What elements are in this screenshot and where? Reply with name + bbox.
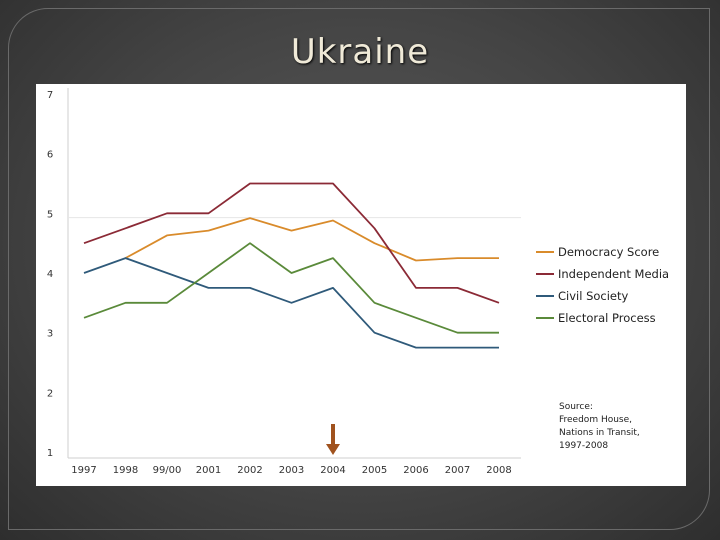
x-tick-label: 1997 xyxy=(71,465,96,476)
y-tick-label: 6 xyxy=(47,150,53,161)
y-tick-label: 2 xyxy=(47,388,53,399)
series-line-electoral-process xyxy=(83,242,499,334)
x-tick-label: 2008 xyxy=(486,465,511,476)
y-tick-label: 7 xyxy=(47,90,53,101)
series-line-democracy-score xyxy=(125,217,499,262)
event-arrow-shaft xyxy=(331,424,335,446)
x-tick-label: 2004 xyxy=(320,465,345,476)
legend-label: Independent Media xyxy=(558,267,669,281)
x-tick-label: 1998 xyxy=(113,465,138,476)
slide-title: Ukraine xyxy=(290,32,430,72)
source-line: 1997-2008 xyxy=(559,441,608,451)
source-line: Freedom House, xyxy=(559,415,632,425)
source-line: Nations in Transit, xyxy=(559,428,640,438)
chart-panel: 1 2 3 4 5 6 7 1997 1998 99/00 2001 2002 2003 2004 2005… xyxy=(36,84,686,486)
legend-label: Civil Society xyxy=(558,289,629,303)
source-line: Source: xyxy=(559,402,593,412)
y-tick-label: 4 xyxy=(47,269,53,280)
series-line-independent-media xyxy=(83,182,500,304)
chart-legend: Democracy Score Independent Media Civil So… xyxy=(536,245,669,325)
x-tick-label: 99/00 xyxy=(153,465,182,476)
x-tick-label: 2003 xyxy=(279,465,304,476)
y-tick-label: 1 xyxy=(47,448,53,459)
legend-label: Democracy Score xyxy=(558,245,659,259)
chart-series-lines xyxy=(83,182,500,349)
x-tick-label: 2006 xyxy=(403,465,428,476)
y-tick-label: 3 xyxy=(47,329,53,340)
event-arrow xyxy=(326,424,340,455)
legend-label: Electoral Process xyxy=(558,311,656,325)
series-line-civil-society xyxy=(83,257,499,349)
event-arrow-head xyxy=(326,444,340,455)
chart-axes: 1 2 3 4 5 6 7 1997 1998 99/00 2001 2002 2003 2004 2005… xyxy=(47,88,521,476)
x-tick-label: 2007 xyxy=(445,465,470,476)
slide-frame xyxy=(8,8,710,530)
source-note: Source: Freedom House, Nations in Transit,… xyxy=(559,402,640,451)
line-chart: 1 2 3 4 5 6 7 1997 1998 99/00 2001 2002 2003 2004 2005… xyxy=(47,88,669,476)
y-tick-label: 5 xyxy=(47,209,53,220)
x-tick-label: 2001 xyxy=(196,465,221,476)
x-tick-label: 2002 xyxy=(237,465,262,476)
x-tick-label: 2005 xyxy=(362,465,387,476)
